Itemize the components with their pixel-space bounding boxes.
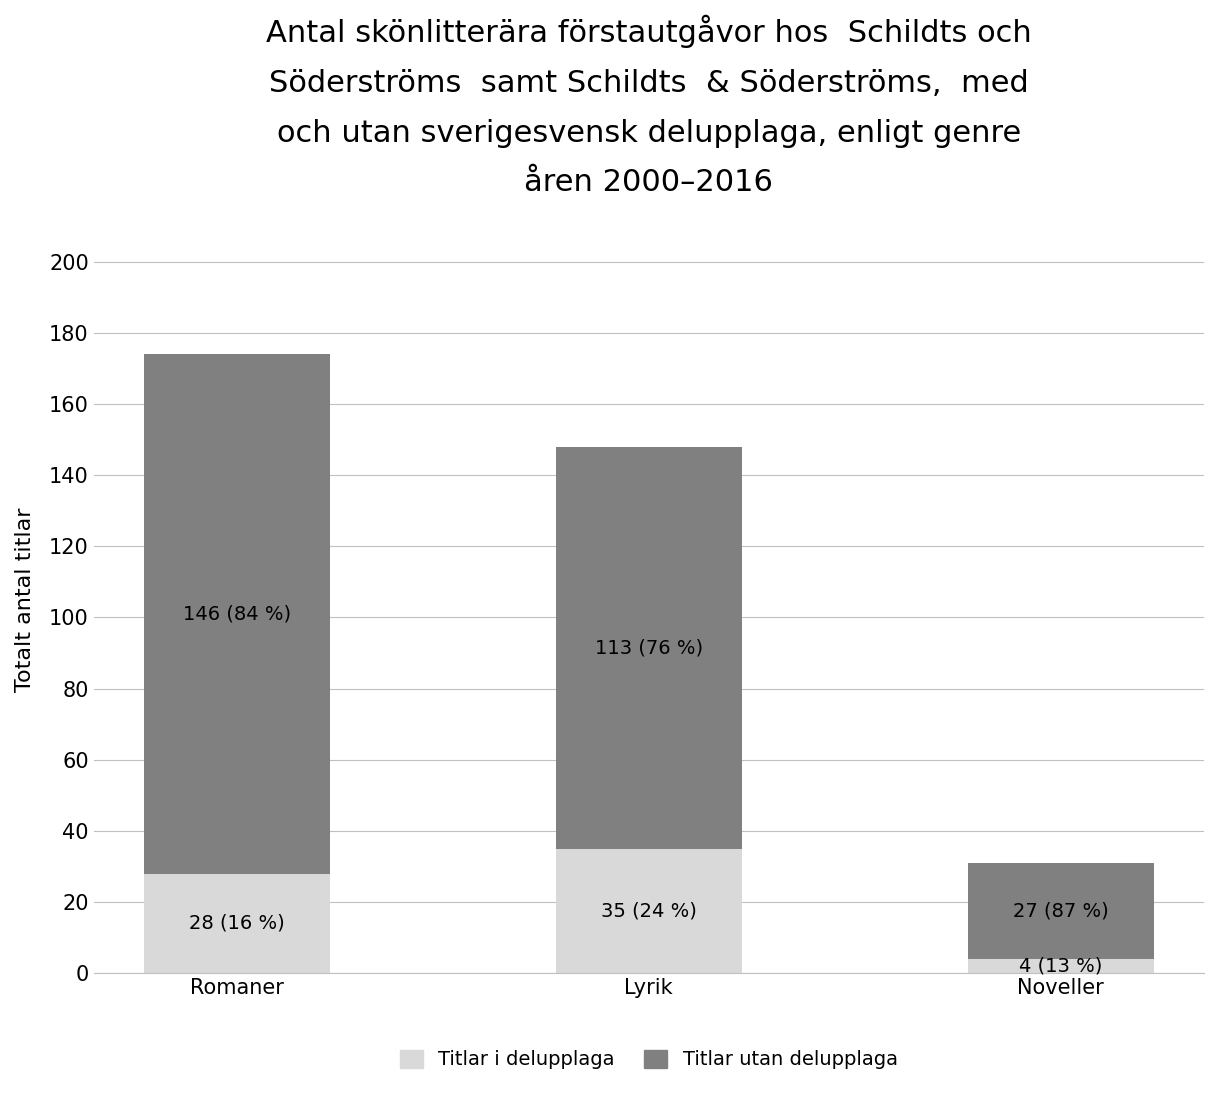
Text: 146 (84 %): 146 (84 %) — [183, 604, 291, 623]
Bar — [144, 354, 329, 873]
Y-axis label: Totalt antal titlar: Totalt antal titlar — [15, 507, 35, 692]
Text: 27 (87 %): 27 (87 %) — [1013, 902, 1109, 920]
Bar — [968, 959, 1153, 973]
Text: 35 (24 %): 35 (24 %) — [601, 902, 697, 920]
Bar — [556, 848, 741, 973]
Legend: Titlar i delupplaga, Titlar utan delupplaga: Titlar i delupplaga, Titlar utan deluppl… — [400, 1050, 898, 1069]
Text: 28 (16 %): 28 (16 %) — [189, 914, 285, 932]
Bar — [556, 447, 741, 848]
Text: 4 (13 %): 4 (13 %) — [1019, 956, 1102, 976]
Bar — [144, 873, 329, 973]
Title: Antal skönlitterära förstautgåvor hos  Schildts och
Söderströms  samt Schildts  : Antal skönlitterära förstautgåvor hos Sc… — [266, 15, 1031, 198]
Bar — [968, 862, 1153, 959]
Text: 113 (76 %): 113 (76 %) — [595, 638, 703, 657]
